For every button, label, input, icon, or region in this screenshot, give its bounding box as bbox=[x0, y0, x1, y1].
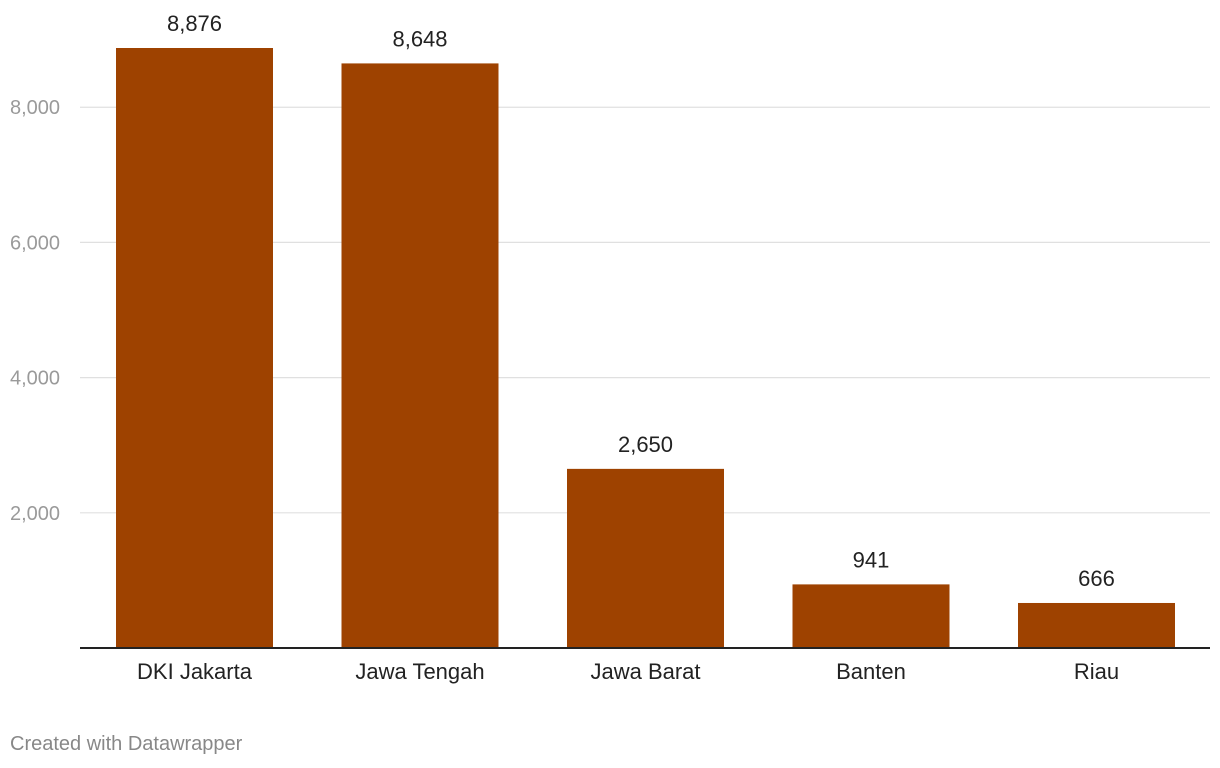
x-tick-label: Riau bbox=[1074, 659, 1119, 684]
x-tick-label: Jawa Tengah bbox=[355, 659, 484, 684]
bar bbox=[792, 584, 950, 648]
y-tick-label: 6,000 bbox=[10, 232, 60, 254]
bar bbox=[341, 63, 499, 648]
data-label: 941 bbox=[853, 547, 890, 572]
data-label: 666 bbox=[1078, 566, 1115, 591]
y-tick-label: 4,000 bbox=[10, 368, 60, 390]
x-tick-label: Jawa Barat bbox=[590, 659, 700, 684]
y-tick-label: 2,000 bbox=[10, 503, 60, 525]
credit-text[interactable]: Created with Datawrapper bbox=[10, 733, 243, 755]
data-label: 8,876 bbox=[167, 11, 222, 36]
data-label: 2,650 bbox=[618, 432, 673, 457]
bar bbox=[1018, 602, 1175, 648]
data-label: 8,648 bbox=[392, 26, 447, 51]
y-tick-label: 8,000 bbox=[10, 97, 60, 119]
bar bbox=[567, 468, 724, 648]
x-tick-label: Banten bbox=[836, 659, 906, 684]
x-tick-label: DKI Jakarta bbox=[137, 659, 253, 684]
bar bbox=[116, 48, 273, 648]
